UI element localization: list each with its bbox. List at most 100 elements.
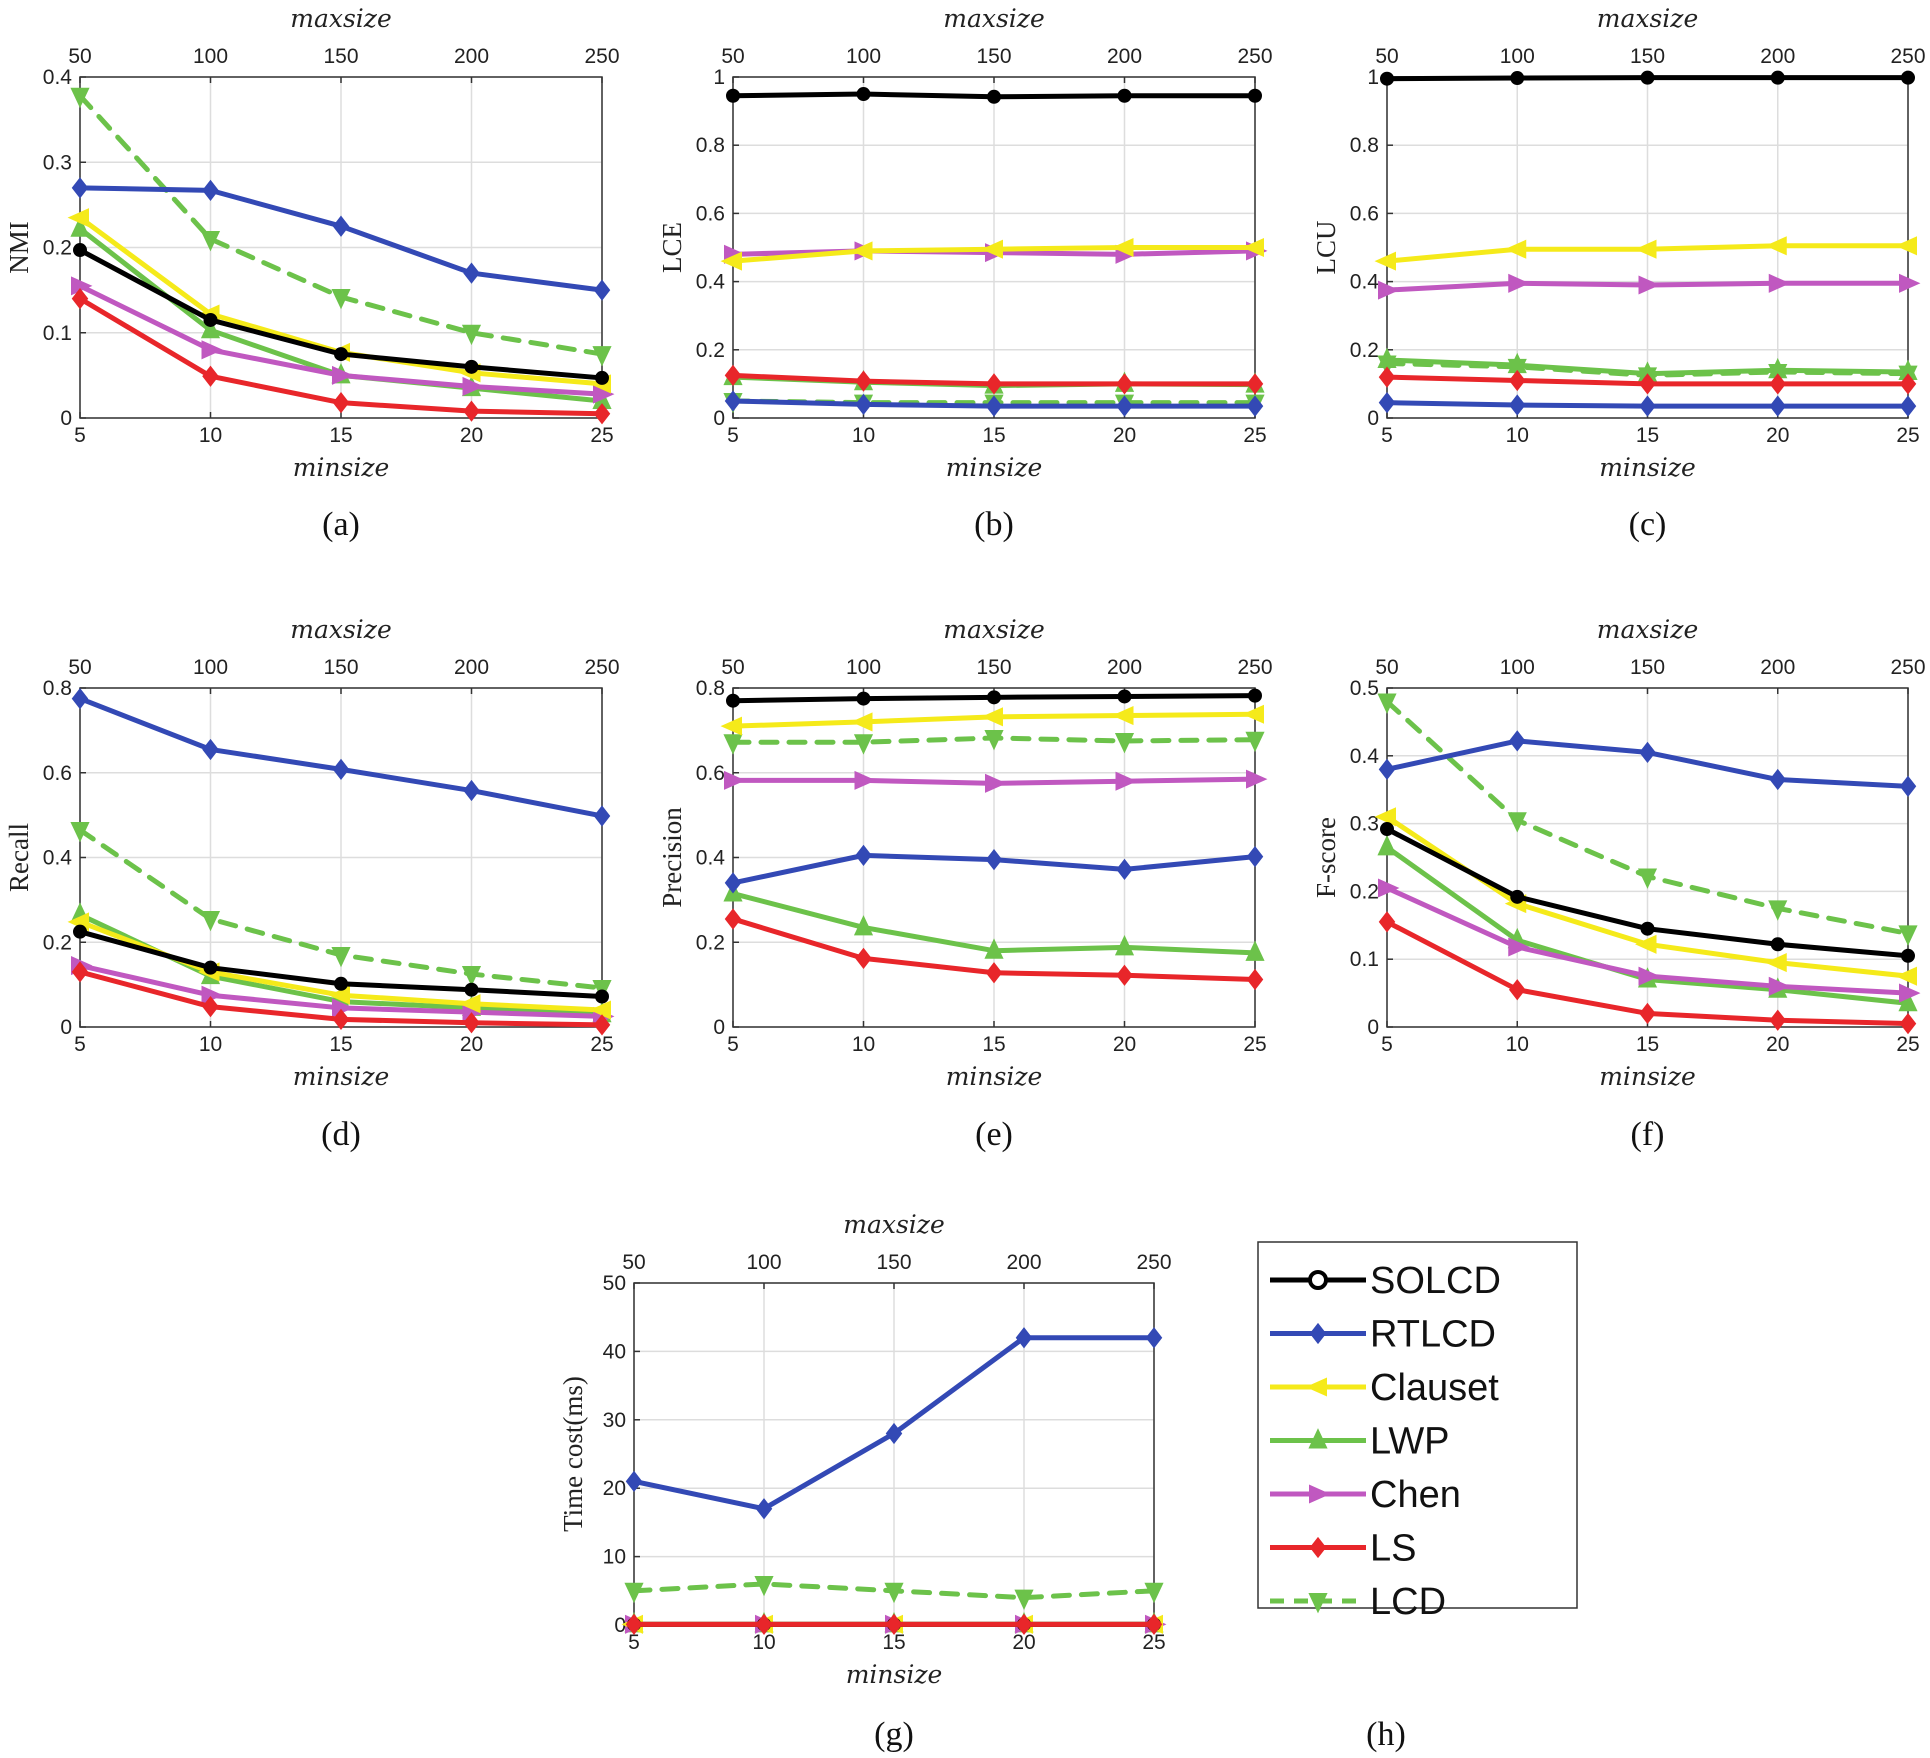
data-point-rtlcd (724, 872, 742, 894)
y-tick-label: 0.4 (696, 847, 726, 870)
y-axis-title: LCU (1311, 221, 1341, 275)
y-tick-label: 0.2 (1350, 880, 1379, 903)
x2-tick-label: 150 (1630, 656, 1665, 679)
series-solcd (73, 243, 609, 385)
legend-label-lcd: LCD (1370, 1581, 1446, 1623)
y-tick-label: 0.3 (1350, 813, 1379, 836)
x-axis-title: minsize (1599, 1062, 1696, 1091)
data-point-clauset (1895, 966, 1917, 986)
x-axis-title: minsize (1599, 453, 1696, 482)
data-point-chen (854, 770, 876, 790)
data-point-solcd (595, 989, 609, 1004)
x-tick-label: 25 (1243, 424, 1266, 447)
data-point-ls (593, 1014, 611, 1036)
data-point-lcd (461, 966, 482, 987)
data-point-rtlcd (755, 1498, 773, 1520)
x2-tick-label: 50 (1375, 45, 1398, 68)
series-clauset (1374, 236, 1917, 271)
x2-axis-title: maxsize (290, 615, 392, 644)
series-chen (724, 769, 1268, 793)
data-point-ls (593, 403, 611, 425)
y-tick-label: 0 (713, 1016, 725, 1039)
legend-entry-chen: Chen (1270, 1474, 1461, 1516)
data-point-ls (1145, 1613, 1163, 1635)
data-point-clauset (459, 994, 481, 1014)
data-point-lcd (70, 821, 90, 843)
y-tick-label: 0.8 (696, 677, 725, 700)
data-point-rtlcd (855, 393, 872, 415)
data-point-chen (1899, 983, 1921, 1003)
y-axis-title: F-score (1311, 817, 1341, 898)
data-point-rtlcd (71, 687, 89, 710)
data-point-rtlcd (1639, 395, 1656, 417)
series-lcd (70, 821, 612, 1001)
legend-label-rtlcd: RTLCD (1370, 1314, 1496, 1356)
data-point-solcd (1510, 889, 1525, 904)
data-point-lwp (70, 216, 90, 237)
y-tick-label: 10 (603, 1546, 626, 1569)
chart-panel-b: 5 50 10 100 15 150 20 200 25 250 0 0.2 0.4 0.6 0.8 1 min… (657, 4, 1273, 543)
data-point-lcd (723, 734, 743, 755)
legend-marker-rtlcd (1309, 1322, 1327, 1345)
data-point-clauset (1504, 239, 1527, 259)
data-point-rtlcd (332, 215, 350, 237)
data-point-ls (202, 365, 219, 387)
data-point-solcd (1248, 688, 1262, 703)
y-tick-label: 0.6 (43, 762, 72, 785)
x-tick-label: 10 (852, 424, 875, 447)
y-tick-label: 0 (60, 407, 72, 430)
data-point-chen (1378, 878, 1400, 898)
series-solcd (726, 87, 1262, 104)
data-point-clauset (1374, 807, 1396, 827)
data-point-rtlcd (593, 805, 611, 827)
data-point-solcd (987, 89, 1001, 104)
data-point-ls (724, 908, 742, 930)
subfigure-label: (f) (1631, 1116, 1665, 1153)
data-point-rtlcd (1378, 758, 1396, 780)
y-tick-label: 20 (603, 1477, 626, 1500)
data-point-chen (593, 384, 615, 404)
data-point-ls (1508, 369, 1526, 392)
y-tick-label: 0.2 (696, 931, 725, 954)
x-tick-label: 15 (882, 1631, 905, 1654)
data-point-chen (201, 340, 223, 360)
legend: SOLCD RTLCD Clauset LWP Chen LS LCD (h) (1257, 1241, 1578, 1753)
legend-label-solcd: SOLCD (1370, 1260, 1501, 1302)
data-point-solcd (464, 359, 479, 374)
x2-tick-label: 200 (1760, 45, 1795, 68)
data-point-solcd (987, 690, 1001, 705)
data-point-ls (985, 962, 1003, 984)
data-point-rtlcd (625, 1470, 643, 1492)
x-tick-label: 5 (74, 1033, 86, 1056)
x2-tick-label: 150 (876, 1251, 911, 1274)
series-rtlcd (71, 687, 611, 827)
data-point-ls (71, 288, 89, 310)
x2-tick-label: 100 (746, 1251, 781, 1274)
x-tick-label: 15 (329, 424, 352, 447)
y-tick-label: 0 (1367, 1016, 1379, 1039)
data-point-solcd (334, 347, 348, 362)
x-tick-label: 15 (1636, 424, 1659, 447)
x-tick-label: 5 (727, 1033, 739, 1056)
data-point-rtlcd (1015, 1327, 1033, 1349)
x-tick-label: 15 (1636, 1033, 1659, 1056)
data-point-clauset (328, 985, 350, 1005)
data-point-rtlcd (724, 390, 742, 412)
y-tick-label: 0.4 (1350, 745, 1380, 768)
series-clauset (720, 237, 1264, 271)
y-tick-label: 0 (614, 1614, 626, 1637)
x2-axis-title: maxsize (1597, 615, 1699, 644)
legend-label-lwp: LWP (1370, 1421, 1450, 1463)
x-tick-label: 15 (982, 1033, 1005, 1056)
data-point-ls (1769, 373, 1787, 395)
x-tick-label: 25 (1896, 1033, 1919, 1056)
data-point-lcd (200, 230, 221, 252)
data-point-rtlcd (1116, 858, 1133, 880)
data-point-clauset (1242, 704, 1264, 724)
x-tick-label: 20 (1012, 1631, 1035, 1654)
data-point-lcd (1898, 925, 1918, 946)
data-point-lcd (1014, 1589, 1034, 1610)
x-tick-label: 10 (852, 1033, 875, 1056)
y-tick-label: 0.4 (1350, 271, 1380, 294)
data-point-lcd (70, 87, 90, 109)
